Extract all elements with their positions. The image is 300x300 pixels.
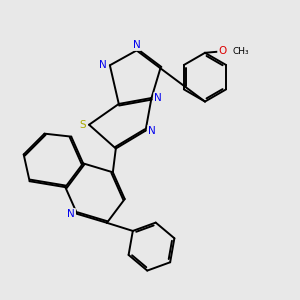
Text: N: N xyxy=(100,60,107,70)
Text: N: N xyxy=(148,126,156,136)
Text: O: O xyxy=(218,46,226,56)
Text: N: N xyxy=(133,40,140,50)
Text: S: S xyxy=(79,120,86,130)
Text: N: N xyxy=(68,209,75,219)
Text: N: N xyxy=(154,93,162,103)
Text: CH₃: CH₃ xyxy=(233,47,250,56)
